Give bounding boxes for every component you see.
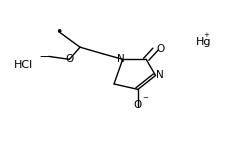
Text: O: O [156, 44, 165, 54]
Text: Hg: Hg [195, 37, 211, 47]
Text: HCl: HCl [14, 60, 33, 70]
Text: O: O [134, 100, 142, 110]
Text: −: − [142, 95, 148, 102]
Text: O: O [66, 54, 74, 64]
Text: +: + [204, 32, 210, 38]
Text: •: • [55, 26, 62, 39]
Text: —: — [40, 50, 52, 63]
Text: N: N [117, 54, 125, 64]
Text: N: N [156, 70, 164, 80]
